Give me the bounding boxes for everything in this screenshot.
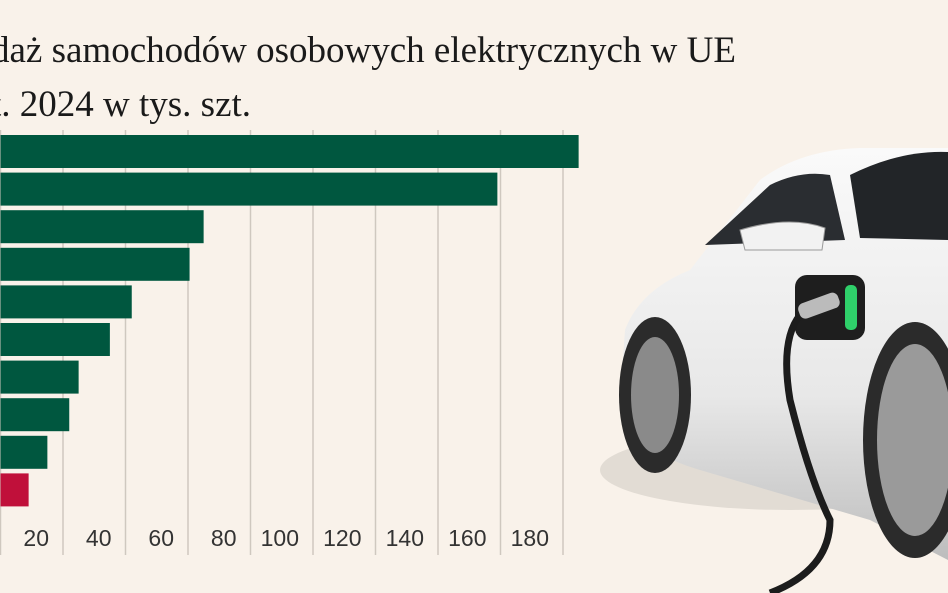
- bar: [0, 323, 110, 356]
- bar: [0, 285, 132, 319]
- x-tick-label: 180: [511, 525, 549, 551]
- bar: [0, 210, 204, 244]
- bar: [0, 360, 79, 394]
- bar: [0, 398, 70, 432]
- x-tick-label: 100: [261, 525, 299, 551]
- chart-title: t. 2024 w tys. szt.: [0, 84, 251, 125]
- bar: [0, 247, 190, 281]
- x-tick-label: 80: [211, 525, 237, 551]
- x-tick-label: 20: [23, 525, 49, 551]
- x-tick-label: 40: [86, 525, 112, 551]
- car-illustration: [600, 148, 948, 593]
- x-tick-label: 140: [386, 525, 424, 551]
- x-tick-label: 160: [448, 525, 486, 551]
- bar: [0, 172, 498, 206]
- x-tick-label: 120: [323, 525, 361, 551]
- chart-title: daż samochodów osobowych elektrycznych w…: [0, 30, 736, 71]
- bar: [0, 135, 579, 168]
- bar: [0, 435, 48, 469]
- x-tick-label: 60: [148, 525, 174, 551]
- bar: [0, 473, 29, 507]
